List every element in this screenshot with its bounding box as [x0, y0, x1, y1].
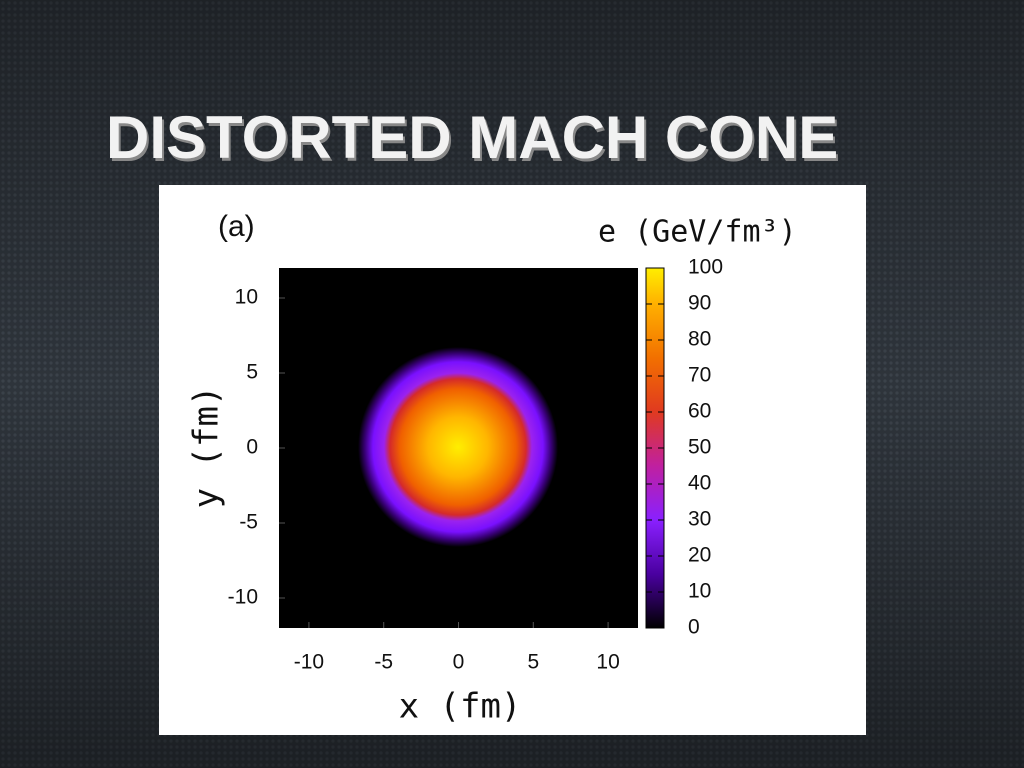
x-tick-label: 0: [453, 651, 465, 674]
title-shadow: DISTORTED MACH CONE: [108, 107, 840, 174]
x-tick-label: 10: [596, 651, 619, 674]
colorbar-tick-label: 50: [688, 436, 711, 459]
y-tick-label: 0: [246, 436, 258, 459]
heatmap-blob: [358, 347, 558, 547]
y-tick-label: -10: [228, 586, 258, 609]
x-tick-label: 5: [527, 651, 539, 674]
colorbar-tick-label: 30: [688, 508, 711, 531]
y-axis-label: y (fm): [187, 386, 227, 509]
colorbar-tick-label: 80: [688, 328, 711, 351]
slide-title: DISTORTED MACH CONE: [106, 104, 838, 171]
colorbar-label: e (GeV/fm³): [598, 215, 797, 250]
colorbar-tick-label: 0: [688, 616, 700, 639]
y-tick-label: -5: [239, 511, 258, 534]
colorbar-tick-label: 10: [688, 580, 711, 603]
colorbar-tick-label: 100: [688, 256, 723, 279]
x-tick-label: -5: [374, 651, 393, 674]
colorbar-tick-label: 60: [688, 400, 711, 423]
x-axis-label: x (fm): [399, 687, 522, 727]
y-tick-label: 5: [246, 361, 258, 384]
colorbar-tick-label: 70: [688, 364, 711, 387]
x-tick-label: -10: [294, 651, 324, 674]
panel-label: (a): [218, 210, 255, 243]
colorbar-tick-label: 90: [688, 292, 711, 315]
colorbar-tick-label: 40: [688, 472, 711, 495]
colorbar-tick-label: 20: [688, 544, 711, 567]
y-tick-label: 10: [235, 286, 258, 309]
